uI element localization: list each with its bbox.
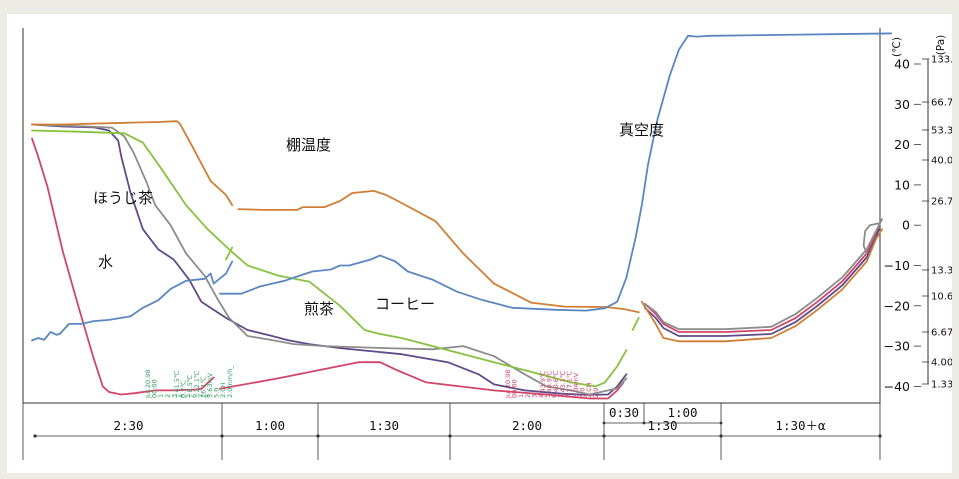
annotation-text: 3 [530, 394, 538, 398]
temperature-tick-label: −40 [884, 379, 910, 394]
annotation-text: 5.0 [213, 388, 221, 398]
annotation-text: 2 [524, 394, 532, 398]
pressure-tick-label: 6.67 [931, 328, 952, 339]
pressure-tick-label: 1.33 [931, 380, 952, 391]
time-subspan-marker [642, 421, 646, 425]
series-layer [31, 32, 893, 400]
time-span-marker [220, 434, 224, 438]
annotation-text: −17.1℃ [565, 371, 573, 398]
annotation-text: 6 [550, 394, 558, 398]
time-subsegment-label: 0:30 [609, 405, 639, 420]
time-span-marker [448, 434, 452, 438]
pressure-tick-label: 13.3 [931, 266, 952, 277]
annotation-text: −8.5℃ [186, 375, 194, 398]
series-line-4 [31, 120, 883, 343]
annotation-text: 5.0 [579, 388, 587, 398]
annotation-text: 8 [563, 394, 571, 398]
recorder-annotations: Jul.20.9800:0012345678−41.5℃0.7℃−8.5℃−22… [144, 365, 600, 399]
temperature-tick-label: 30 [894, 97, 910, 112]
label-houjicha: ほうじ茶 [93, 189, 153, 207]
temperature-tick-label: 10 [894, 177, 910, 192]
time-segment-label: 1:30 [647, 418, 677, 433]
pressure-unit-label: (Pa) [935, 35, 947, 56]
pressure-tick-label: 40.0 [931, 156, 952, 167]
time-segment-label: 2:00 [512, 418, 542, 433]
time-span-marker [878, 434, 882, 438]
annotation-text: 1 [517, 394, 525, 398]
time-subspan-marker [719, 421, 723, 425]
pressure-tick-label: 133.3 [931, 55, 952, 66]
annotation-text: 5 [184, 394, 192, 398]
annotation-text: 3.63mV [206, 372, 214, 398]
pressure-axis: 133.3 66.7 53.3 40.0 26.7 13.3 10.6 6.67 4.00 1.3… [922, 55, 952, 391]
pressure-tick-label: 10.6 [931, 292, 952, 303]
annotation-text: 1 [157, 394, 165, 398]
annotation-text: 2.0mm/h_ [226, 365, 234, 398]
pressure-tick-label: 53.3 [931, 126, 952, 137]
time-subsegment-label: 1:00 [667, 405, 697, 420]
annotation-text: 00:00 [151, 379, 159, 398]
pressure-tick-label: 4.00 [931, 358, 952, 369]
annotation-text: Jul.20.98 [504, 369, 512, 399]
annotation-text: −40.6℃ [552, 371, 560, 398]
annotation-text: −22.1℃ [193, 371, 201, 398]
time-subspan-marker [602, 421, 606, 425]
annotation-text: 6 [190, 394, 198, 398]
annotation-text: −43.1℃ [559, 371, 567, 398]
annotation-text: −43.9℃ [539, 371, 547, 398]
temperature-tick-label: 20 [894, 137, 910, 152]
series-labels: ほうじ茶 水 棚温度 煎茶 コーヒー 真空度 [93, 121, 664, 318]
time-segment-label: 1:00 [255, 418, 285, 433]
label-water: 水 [98, 253, 113, 271]
time-span-marker [602, 434, 606, 438]
pressure-tick-label: 66.7 [931, 98, 952, 109]
annotation-text: −41.5℃ [173, 371, 181, 398]
annotation-text: Jul.20.98 [144, 369, 152, 399]
time-segment-label: 2:30 [113, 418, 143, 433]
annotation-text: 8 [203, 394, 211, 398]
annotation-text: −40.9℃ [546, 371, 554, 398]
label-sencha: 煎茶 [304, 300, 334, 318]
time-span-marker [316, 434, 320, 438]
annotation-text: 3 [170, 394, 178, 398]
time-axis: 2:30 1:00 1:30 2:00 1:30 1:30＋α0:30 1:00 [22, 403, 882, 460]
series-line-5 [31, 32, 893, 342]
annotation-text: 26.1℃ [199, 376, 207, 398]
annotation-text: 00:00 [511, 379, 519, 398]
label-shelf-temperature: 棚温度 [286, 136, 331, 154]
chart-panel: 40 30 20 10 0 −10 −20 −30 −40 133.3 66.7 53.3 40.0 2… [7, 14, 952, 473]
annotation-text: 7 [197, 394, 205, 398]
annotation-text: 4 [537, 394, 545, 398]
chart-frame [22, 28, 929, 404]
temperature-tick-label: 0 [902, 218, 910, 233]
temperature-tick-label: −20 [884, 298, 910, 313]
time-segment-label: 1:30 [369, 418, 399, 433]
label-vacuum: 真空度 [619, 121, 664, 139]
annotation-text: 2 [164, 394, 172, 398]
time-span-marker [719, 434, 723, 438]
series-line-2 [31, 123, 883, 396]
time-span-marker [33, 434, 37, 438]
series-line-1 [31, 123, 880, 396]
annotation-text: 2.CH [585, 382, 593, 398]
annotation-text: 5 [544, 394, 552, 398]
annotation-text: 7 [557, 394, 565, 398]
label-coffee: コーヒー [375, 295, 435, 313]
annotation-text: 6.04mV [572, 372, 580, 398]
series-line-0 [31, 137, 880, 400]
annotation-text: 4 [177, 394, 185, 398]
time-segment-label: 1:30＋α [775, 418, 826, 433]
annotation-text: 2.0 [592, 388, 600, 398]
annotation-text: 0.7℃ [180, 380, 188, 398]
temperature-tick-label: −10 [884, 258, 910, 273]
temperature-axis: 40 30 20 10 0 −10 −20 −30 −40 [884, 57, 921, 394]
series-line-3 [31, 129, 640, 388]
temperature-tick-label: 40 [894, 57, 910, 72]
pressure-tick-label: 26.7 [931, 197, 952, 208]
temperature-unit-label: (℃) [891, 37, 903, 57]
freeze-dry-chart: 40 30 20 10 0 −10 −20 −30 −40 133.3 66.7 53.3 40.0 2… [22, 28, 952, 460]
annotation-text: 2.CH [219, 382, 227, 398]
temperature-tick-label: −30 [884, 339, 910, 354]
